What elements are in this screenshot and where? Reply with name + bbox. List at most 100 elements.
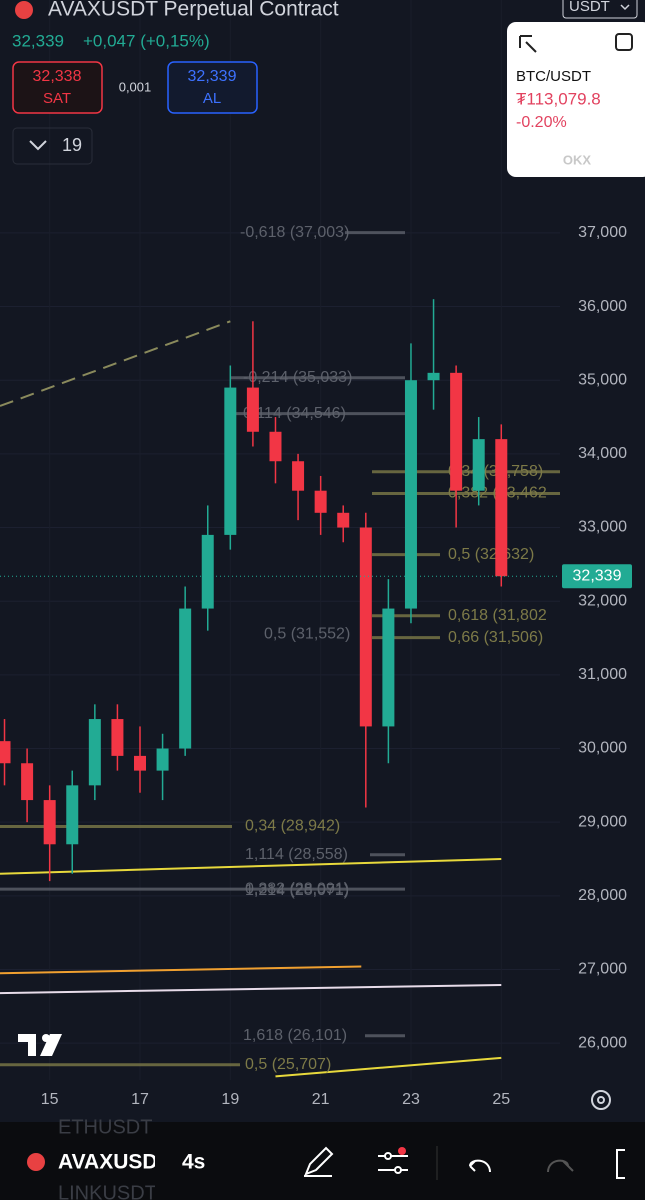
fullscreen-button[interactable] <box>616 1149 625 1179</box>
x-tick-label: 17 <box>131 1091 149 1108</box>
fib-label: 0,5 (25,707) <box>245 1056 331 1073</box>
y-tick-label: 36,000 <box>578 298 627 315</box>
candle-body <box>495 439 508 577</box>
fib-label: -0,618 (37,003) <box>240 224 349 241</box>
candle-body <box>269 431 282 462</box>
draw-tool[interactable] <box>304 1146 334 1177</box>
fib-label: 0,66 (31,506) <box>448 629 543 646</box>
sell-label[interactable]: SAT <box>43 90 71 107</box>
fib-label: 0,382 (28,091) <box>245 880 349 897</box>
x-tick-label: 21 <box>312 1091 330 1108</box>
moving-average <box>0 858 502 875</box>
x-tick-label: 19 <box>221 1091 239 1108</box>
candle-body <box>179 608 192 749</box>
chevron-icon <box>29 140 47 151</box>
slider-knob <box>384 1152 392 1160</box>
symbol[interactable]: AVAXUSDT <box>58 1151 171 1174</box>
y-tick-label: 30,000 <box>578 740 627 757</box>
fib-label: 1,214 (28,071) <box>245 882 349 899</box>
y-tick-label: 37,000 <box>578 224 627 241</box>
leverage-toggle[interactable] <box>12 127 93 165</box>
y-tick-label: 27,000 <box>578 961 627 978</box>
candle-body <box>43 800 56 845</box>
symbol-icon <box>27 1153 45 1171</box>
chart: 26,000 27,000 28,000 29,000 30,000 31,000 32,0… <box>0 223 632 1109</box>
candle-body <box>88 719 101 786</box>
x-tick-label: 25 <box>492 1091 510 1108</box>
candle-body <box>246 387 259 432</box>
y-tick-label: 26,000 <box>578 1034 627 1051</box>
widget-icon[interactable] <box>519 35 537 53</box>
logo-dot <box>42 1034 50 1042</box>
widget-brand: OKX <box>563 152 592 167</box>
y-tick-label: 28,000 <box>578 887 627 904</box>
candle-body <box>427 372 440 381</box>
ticker-widget[interactable] <box>507 22 645 177</box>
symbol-above: ETHUSDT <box>58 1116 152 1138</box>
widget-pair: BTC/USDT <box>516 68 591 85</box>
widget-change: -0.20% <box>516 114 567 131</box>
fib-label: 0,618 (31,802 <box>448 607 547 624</box>
fib-label: 1,114 (28,558) <box>245 846 348 863</box>
slider-knob <box>394 1166 402 1174</box>
candle-body <box>134 755 146 771</box>
sell-button[interactable] <box>12 61 103 114</box>
dropdown-icon <box>620 4 630 11</box>
buy-price[interactable]: 32,339 <box>188 68 237 85</box>
undo-button[interactable] <box>469 1159 491 1173</box>
candle-body <box>337 512 350 528</box>
last-price-label: 32,339 <box>573 567 622 584</box>
redo-button[interactable] <box>547 1159 574 1173</box>
logo <box>18 1034 62 1056</box>
notification-dot <box>398 1147 406 1155</box>
symbol-below: LINKUSDT <box>58 1182 157 1200</box>
x-tick-label: 23 <box>402 1091 420 1108</box>
moving-average <box>275 1056 502 1078</box>
sell-price[interactable]: 32,338 <box>33 68 82 85</box>
currency[interactable]: USDT <box>569 0 610 15</box>
price-change: +0,047 (+0,15%) <box>83 31 210 50</box>
y-tick-label: 35,000 <box>578 371 627 388</box>
expand-icon[interactable] <box>615 33 633 51</box>
interval[interactable]: 4s <box>182 1151 205 1174</box>
settings-icon-core <box>597 1096 605 1104</box>
candle-body <box>382 608 395 727</box>
currency-dropdown[interactable] <box>562 0 638 19</box>
toolbar <box>0 1122 645 1200</box>
moving-average <box>0 983 502 995</box>
buy-button[interactable] <box>167 61 258 114</box>
y-tick-label: 32,000 <box>578 592 627 609</box>
candle-body <box>472 439 485 491</box>
symbol-picker[interactable]: ETHUSDT LINKUSDT AVAXUSDT <box>27 1116 171 1200</box>
y-tick-label: 34,000 <box>578 445 627 462</box>
y-tick-label: 33,000 <box>578 519 627 536</box>
price: 32,339 <box>12 31 64 50</box>
last-price-tag <box>562 564 632 589</box>
y-tick-label: 31,000 <box>578 666 627 683</box>
settings-icon[interactable] <box>591 1090 611 1110</box>
buy-label[interactable]: AL <box>203 90 221 107</box>
candle-body <box>292 461 305 491</box>
candle-body <box>224 387 237 535</box>
indicators-tool[interactable] <box>378 1155 408 1171</box>
x-tick-label: 15 <box>41 1091 59 1108</box>
candle-body <box>359 527 372 727</box>
quantity[interactable]: 0,001 <box>119 79 152 94</box>
fib-label: 0,34 (28,942) <box>245 818 340 835</box>
candle-body <box>404 380 417 609</box>
candle-body <box>111 719 124 756</box>
candle-body <box>66 785 79 845</box>
candle-body <box>314 490 327 513</box>
candle-body <box>201 534 214 609</box>
trendline <box>0 320 231 407</box>
widget-price: ₮113,079.8 <box>516 89 601 108</box>
title: AVAXUSDT Perpetual Contract <box>48 0 339 21</box>
fib-label: 0,5 (32,632) <box>448 546 534 563</box>
candle-body <box>156 748 169 771</box>
y-tick-label: 29,000 <box>578 813 627 830</box>
candle-body <box>0 741 11 764</box>
candle-body <box>21 763 34 801</box>
leverage[interactable]: 19 <box>62 135 82 155</box>
